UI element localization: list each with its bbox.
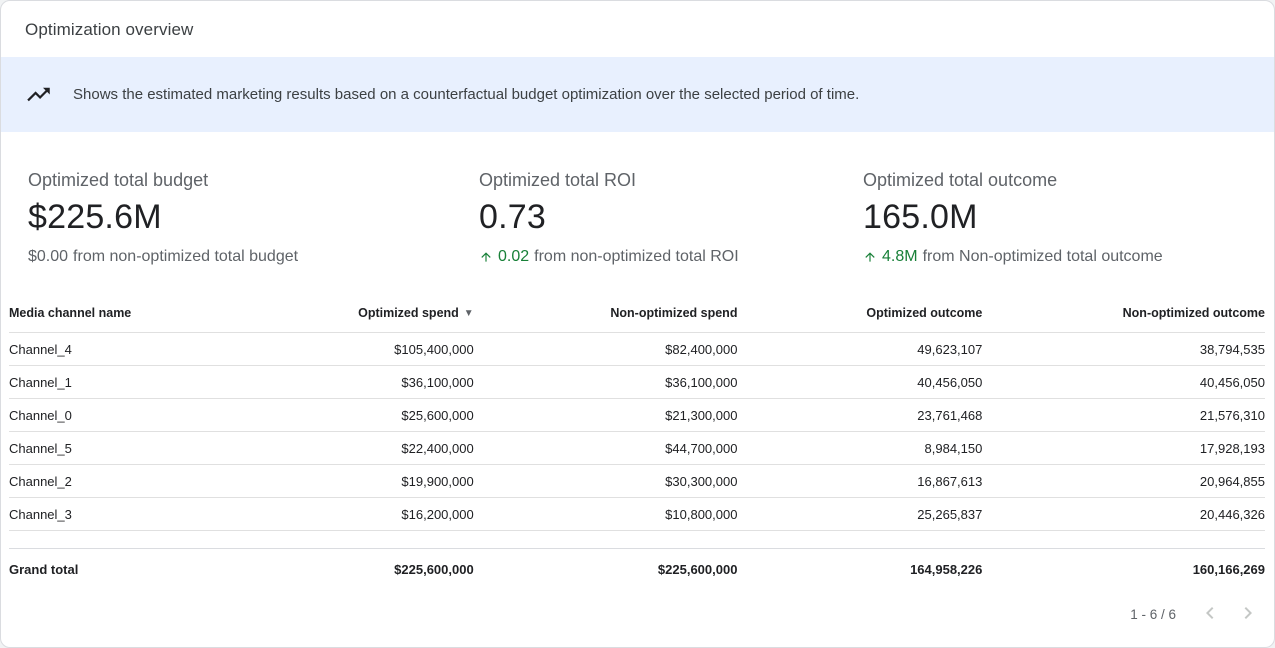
channel-table: Media channel name Optimized spend ▼ Non-… <box>9 300 1265 589</box>
kpi-delta: 4.8M from Non-optimized total outcome <box>863 248 1250 266</box>
cell-non-optimized-spend: $36,100,000 <box>473 365 738 399</box>
cell-channel-name: Channel_5 <box>9 431 286 465</box>
cell-optimized-outcome: 40,456,050 <box>737 365 983 399</box>
sort-desc-icon: ▼ <box>463 308 474 319</box>
column-header-label: Optimized outcome <box>866 306 983 320</box>
chevron-right-icon <box>1236 601 1260 628</box>
table-row: Channel_1 $36,100,000 $36,100,000 40,456… <box>9 365 1265 399</box>
kpi-delta: $0.00 from non-optimized total budget <box>28 248 479 266</box>
kpi-row: Optimized total budget $225.6M $0.00 fro… <box>1 132 1274 266</box>
column-header-media-channel-name[interactable]: Media channel name <box>9 300 286 333</box>
column-header-optimized-spend[interactable]: Optimized spend ▼ <box>285 300 474 333</box>
cell-optimized-outcome: 49,623,107 <box>737 332 983 366</box>
page-range-label: 1 - 6 / 6 <box>1130 606 1176 622</box>
table-spacer-row <box>9 531 1265 549</box>
cell-non-optimized-outcome: 17,928,193 <box>982 431 1265 465</box>
column-header-label: Non-optimized outcome <box>1122 306 1265 320</box>
cell-optimized-spend: $25,600,000 <box>285 398 474 432</box>
pagination: 1 - 6 / 6 <box>1 589 1274 626</box>
grand-total-optimized-outcome: 164,958,226 <box>737 548 983 589</box>
cell-channel-name: Channel_3 <box>9 497 286 531</box>
cell-optimized-spend: $22,400,000 <box>285 431 474 465</box>
info-banner: Shows the estimated marketing results ba… <box>1 57 1274 132</box>
kpi-optimized-total-roi: Optimized total ROI 0.73 0.02 from non-o… <box>479 170 863 266</box>
cell-optimized-outcome: 23,761,468 <box>737 398 983 432</box>
kpi-value: 0.73 <box>479 198 546 236</box>
kpi-delta-text: from non-optimized total ROI <box>534 248 739 265</box>
page-title: Optimization overview <box>25 20 194 39</box>
kpi-value: $225.6M <box>28 198 162 236</box>
kpi-delta-value: 4.8M <box>882 248 918 265</box>
kpi-optimized-total-outcome: Optimized total outcome 165.0M 4.8M from… <box>863 170 1250 266</box>
cell-optimized-outcome: 8,984,150 <box>737 431 983 465</box>
table-row: Channel_4 $105,400,000 $82,400,000 49,62… <box>9 332 1265 366</box>
cell-non-optimized-outcome: 38,794,535 <box>982 332 1265 366</box>
table-row: Channel_3 $16,200,000 $10,800,000 25,265… <box>9 497 1265 531</box>
cell-non-optimized-outcome: 21,576,310 <box>982 398 1265 432</box>
kpi-delta-value: 0.02 <box>498 248 530 265</box>
column-header-non-optimized-outcome[interactable]: Non-optimized outcome <box>982 300 1265 333</box>
cell-channel-name: Channel_1 <box>9 365 286 399</box>
table-row: Channel_5 $22,400,000 $44,700,000 8,984,… <box>9 431 1265 465</box>
table-row: Channel_2 $19,900,000 $30,300,000 16,867… <box>9 464 1265 498</box>
cell-non-optimized-spend: $10,800,000 <box>473 497 738 531</box>
cell-channel-name: Channel_4 <box>9 332 286 366</box>
table-row: Channel_0 $25,600,000 $21,300,000 23,761… <box>9 398 1265 432</box>
kpi-delta-text: from Non-optimized total outcome <box>922 248 1163 265</box>
arrow-up-icon <box>479 250 493 264</box>
column-header-label: Optimized spend <box>358 306 459 320</box>
grand-total-label: Grand total <box>9 548 286 589</box>
insights-trend-icon <box>25 81 52 108</box>
cell-non-optimized-spend: $44,700,000 <box>473 431 738 465</box>
previous-page-button[interactable] <box>1198 602 1222 626</box>
cell-non-optimized-outcome: 20,964,855 <box>982 464 1265 498</box>
cell-optimized-spend: $16,200,000 <box>285 497 474 531</box>
grand-total-row: Grand total $225,600,000 $225,600,000 16… <box>9 548 1265 589</box>
cell-optimized-spend: $19,900,000 <box>285 464 474 498</box>
cell-non-optimized-spend: $82,400,000 <box>473 332 738 366</box>
cell-optimized-spend: $105,400,000 <box>285 332 474 366</box>
banner-text: Shows the estimated marketing results ba… <box>73 85 860 103</box>
cell-optimized-spend: $36,100,000 <box>285 365 474 399</box>
grand-total-non-optimized-outcome: 160,166,269 <box>982 548 1265 589</box>
kpi-value: 165.0M <box>863 198 978 236</box>
arrow-up-icon <box>863 250 877 264</box>
chevron-left-icon <box>1198 601 1222 628</box>
column-header-label: Non-optimized spend <box>610 306 738 320</box>
cell-channel-name: Channel_0 <box>9 398 286 432</box>
grand-total-optimized-spend: $225,600,000 <box>285 548 474 589</box>
kpi-optimized-total-budget: Optimized total budget $225.6M $0.00 fro… <box>28 170 479 266</box>
table-header-row: Media channel name Optimized spend ▼ Non-… <box>9 300 1265 333</box>
kpi-label: Optimized total outcome <box>863 170 1058 190</box>
column-header-non-optimized-spend[interactable]: Non-optimized spend <box>473 300 738 333</box>
cell-channel-name: Channel_2 <box>9 464 286 498</box>
cell-non-optimized-outcome: 20,446,326 <box>982 497 1265 531</box>
kpi-delta-value: $0.00 <box>28 248 69 265</box>
kpi-label: Optimized total ROI <box>479 170 637 190</box>
cell-non-optimized-spend: $30,300,000 <box>473 464 738 498</box>
cell-non-optimized-outcome: 40,456,050 <box>982 365 1265 399</box>
kpi-delta: 0.02 from non-optimized total ROI <box>479 248 863 266</box>
card-header: Optimization overview <box>1 1 1274 57</box>
cell-optimized-outcome: 25,265,837 <box>737 497 983 531</box>
kpi-delta-text: from non-optimized total budget <box>73 248 299 265</box>
column-header-label: Media channel name <box>9 306 132 320</box>
cell-optimized-outcome: 16,867,613 <box>737 464 983 498</box>
next-page-button[interactable] <box>1236 602 1260 626</box>
cell-non-optimized-spend: $21,300,000 <box>473 398 738 432</box>
grand-total-non-optimized-spend: $225,600,000 <box>473 548 738 589</box>
column-header-optimized-outcome[interactable]: Optimized outcome <box>737 300 983 333</box>
kpi-label: Optimized total budget <box>28 170 209 190</box>
